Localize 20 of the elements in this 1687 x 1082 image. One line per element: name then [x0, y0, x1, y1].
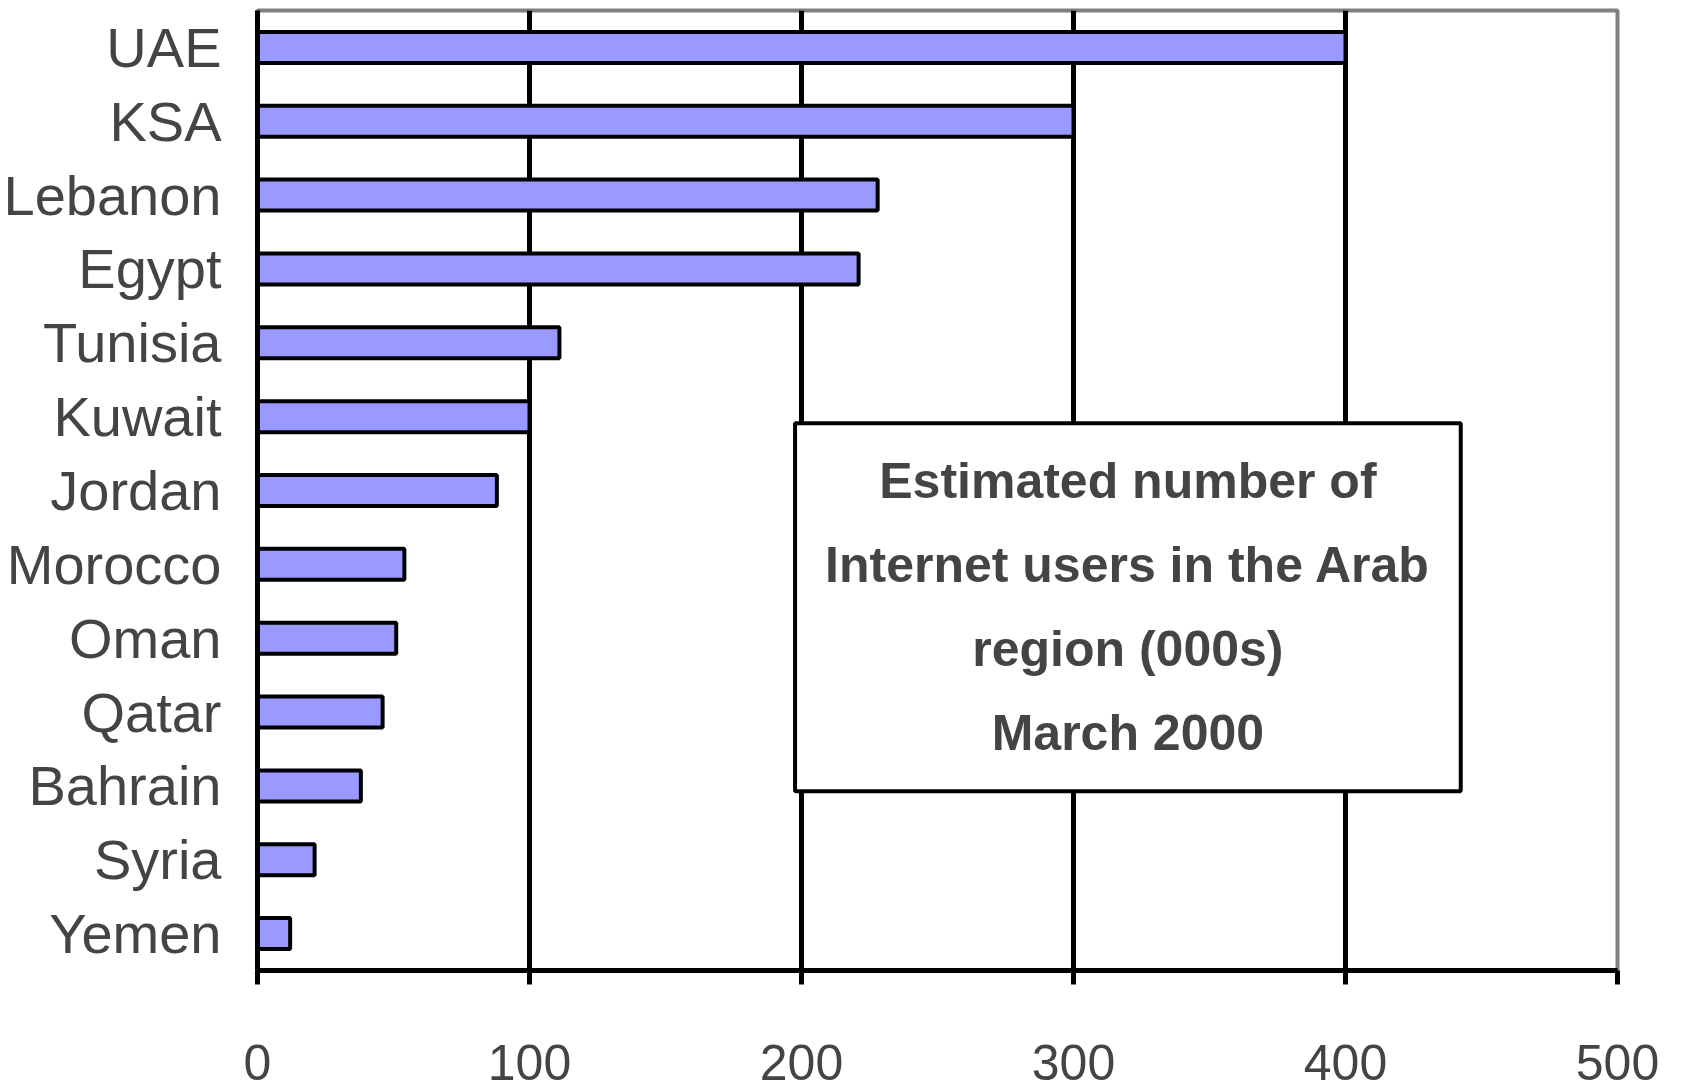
y-tick-label: KSA: [109, 89, 223, 153]
y-tick-label: Morocco: [6, 532, 222, 596]
x-tick-label: 200: [759, 1034, 844, 1082]
y-tick-label: Qatar: [81, 680, 222, 744]
y-tick-label: Syria: [93, 828, 223, 892]
text: Estimated number of Internet users in the Arab region (000s) March 2000: [825, 453, 1429, 762]
y-tick-label: Lebanon: [3, 163, 222, 227]
x-tick-label: 100: [487, 1034, 572, 1082]
x-tick-label: 400: [1303, 1034, 1388, 1082]
y-tick-label: Tunisia: [43, 311, 223, 375]
y-tick-label: UAE: [106, 15, 222, 79]
x-tick-label: 500: [1575, 1034, 1660, 1082]
y-tick-label: Yemen: [49, 902, 222, 966]
y-tick-label: Bahrain: [28, 754, 222, 818]
y-tick-label: Oman: [69, 606, 222, 670]
x-tick-label: 0: [243, 1034, 272, 1082]
x-tick-label: 300: [1031, 1034, 1116, 1082]
y-tick-label: Kuwait: [53, 385, 222, 449]
y-tick-label: Egypt: [78, 237, 222, 301]
y-tick-label: Jordan: [50, 459, 222, 522]
